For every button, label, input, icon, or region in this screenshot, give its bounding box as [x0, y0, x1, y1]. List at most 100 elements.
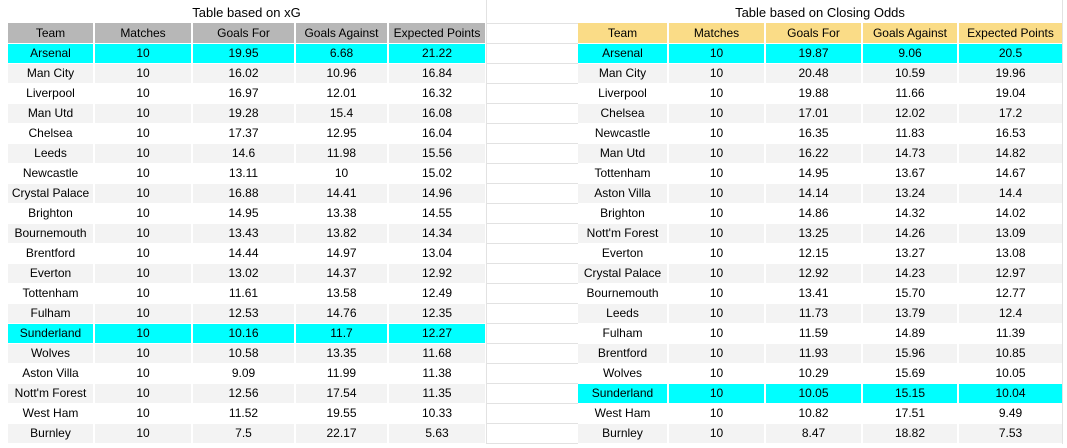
cell-ep[interactable]: 19.04	[957, 83, 1062, 104]
cell-matches[interactable]: 10	[667, 163, 765, 184]
cell-gf[interactable]: 13.02	[191, 263, 295, 284]
cell-ep[interactable]: 16.04	[387, 123, 485, 144]
cell-ep[interactable]: 9.49	[957, 403, 1062, 424]
cell-ga[interactable]: 13.35	[294, 343, 388, 364]
cell-gf[interactable]: 17.01	[764, 103, 862, 124]
column-header-expected-points[interactable]: Expected Points	[387, 23, 485, 44]
cell-matches[interactable]: 10	[93, 143, 192, 164]
column-header-goals-against[interactable]: Goals Against	[294, 23, 388, 44]
cell-gf[interactable]: 20.48	[764, 63, 862, 84]
cell-matches[interactable]: 10	[667, 183, 765, 204]
cell-team[interactable]: Burnley	[8, 423, 94, 444]
cell-team[interactable]: Wolves	[8, 343, 94, 364]
column-header-team[interactable]: Team	[578, 23, 668, 44]
cell-ep[interactable]: 17.2	[957, 103, 1062, 124]
cell-ep[interactable]: 11.35	[387, 383, 485, 404]
cell-ep[interactable]: 15.02	[387, 163, 485, 184]
cell-ep[interactable]: 10.04	[957, 383, 1062, 404]
cell-gf[interactable]: 19.95	[191, 43, 295, 64]
cell-team[interactable]: Man Utd	[8, 103, 94, 124]
cell-ga[interactable]: 10.96	[294, 63, 388, 84]
cell-ga[interactable]: 15.15	[861, 383, 958, 404]
cell-gf[interactable]: 17.37	[191, 123, 295, 144]
cell-gf[interactable]: 8.47	[764, 423, 862, 444]
cell-gf[interactable]: 10.16	[191, 323, 295, 344]
cell-team[interactable]: Everton	[578, 243, 668, 264]
cell-ep[interactable]: 14.55	[387, 203, 485, 224]
cell-team[interactable]: Nott'm Forest	[578, 223, 668, 244]
column-header-team[interactable]: Team	[8, 23, 94, 44]
cell-gf[interactable]: 16.35	[764, 123, 862, 144]
cell-ep[interactable]: 10.33	[387, 403, 485, 424]
cell-gf[interactable]: 16.02	[191, 63, 295, 84]
cell-ga[interactable]: 15.4	[294, 103, 388, 124]
cell-team[interactable]: Bournemouth	[8, 223, 94, 244]
cell-ga[interactable]: 11.98	[294, 143, 388, 164]
cell-ep[interactable]: 11.68	[387, 343, 485, 364]
column-header-matches[interactable]: Matches	[667, 23, 765, 44]
cell-ep[interactable]: 21.22	[387, 43, 485, 64]
cell-gf[interactable]: 9.09	[191, 363, 295, 384]
cell-ga[interactable]: 13.79	[861, 303, 958, 324]
cell-gf[interactable]: 11.93	[764, 343, 862, 364]
cell-ga[interactable]: 11.7	[294, 323, 388, 344]
cell-team[interactable]: Man City	[578, 63, 668, 84]
cell-ep[interactable]: 14.4	[957, 183, 1062, 204]
cell-ep[interactable]: 12.77	[957, 283, 1062, 304]
cell-gf[interactable]: 12.53	[191, 303, 295, 324]
cell-team[interactable]: Everton	[8, 263, 94, 284]
cell-ga[interactable]: 12.02	[861, 103, 958, 124]
cell-gf[interactable]: 14.6	[191, 143, 295, 164]
cell-team[interactable]: Chelsea	[578, 103, 668, 124]
cell-matches[interactable]: 10	[93, 323, 192, 344]
cell-ep[interactable]: 16.32	[387, 83, 485, 104]
cell-ep[interactable]: 5.63	[387, 423, 485, 444]
cell-team[interactable]: Chelsea	[8, 123, 94, 144]
cell-gf[interactable]: 10.05	[764, 383, 862, 404]
cell-ga[interactable]: 18.82	[861, 423, 958, 444]
cell-ga[interactable]: 14.89	[861, 323, 958, 344]
cell-matches[interactable]: 10	[93, 103, 192, 124]
cell-team[interactable]: Fulham	[8, 303, 94, 324]
cell-matches[interactable]: 10	[93, 163, 192, 184]
cell-team[interactable]: West Ham	[8, 403, 94, 424]
cell-ga[interactable]: 19.55	[294, 403, 388, 424]
cell-team[interactable]: Man City	[8, 63, 94, 84]
cell-ga[interactable]: 12.95	[294, 123, 388, 144]
cell-gf[interactable]: 11.52	[191, 403, 295, 424]
cell-team[interactable]: Aston Villa	[8, 363, 94, 384]
cell-gf[interactable]: 19.88	[764, 83, 862, 104]
cell-team[interactable]: Man Utd	[578, 143, 668, 164]
cell-matches[interactable]: 10	[667, 83, 765, 104]
cell-gf[interactable]: 16.88	[191, 183, 295, 204]
cell-ep[interactable]: 19.96	[957, 63, 1062, 84]
cell-gf[interactable]: 11.61	[191, 283, 295, 304]
cell-ga[interactable]: 6.68	[294, 43, 388, 64]
cell-ep[interactable]: 20.5	[957, 43, 1062, 64]
cell-team[interactable]: Brentford	[8, 243, 94, 264]
cell-team[interactable]: Brighton	[8, 203, 94, 224]
cell-ga[interactable]: 13.38	[294, 203, 388, 224]
cell-matches[interactable]: 10	[667, 283, 765, 304]
cell-matches[interactable]: 10	[667, 203, 765, 224]
cell-ep[interactable]: 16.84	[387, 63, 485, 84]
cell-matches[interactable]: 10	[667, 223, 765, 244]
cell-matches[interactable]: 10	[93, 263, 192, 284]
cell-team[interactable]: Crystal Palace	[578, 263, 668, 284]
cell-ga[interactable]: 12.01	[294, 83, 388, 104]
cell-team[interactable]: Wolves	[578, 363, 668, 384]
cell-ep[interactable]: 12.4	[957, 303, 1062, 324]
cell-ga[interactable]: 13.67	[861, 163, 958, 184]
cell-gf[interactable]: 12.56	[191, 383, 295, 404]
cell-ga[interactable]: 14.76	[294, 303, 388, 324]
cell-ga[interactable]: 11.66	[861, 83, 958, 104]
cell-ep[interactable]: 11.39	[957, 323, 1062, 344]
cell-team[interactable]: Nott'm Forest	[8, 383, 94, 404]
cell-gf[interactable]: 19.28	[191, 103, 295, 124]
cell-ga[interactable]: 14.26	[861, 223, 958, 244]
cell-ep[interactable]: 12.97	[957, 263, 1062, 284]
cell-ga[interactable]: 10.59	[861, 63, 958, 84]
cell-matches[interactable]: 10	[93, 403, 192, 424]
cell-ep[interactable]: 11.38	[387, 363, 485, 384]
cell-team[interactable]: Tottenham	[8, 283, 94, 304]
